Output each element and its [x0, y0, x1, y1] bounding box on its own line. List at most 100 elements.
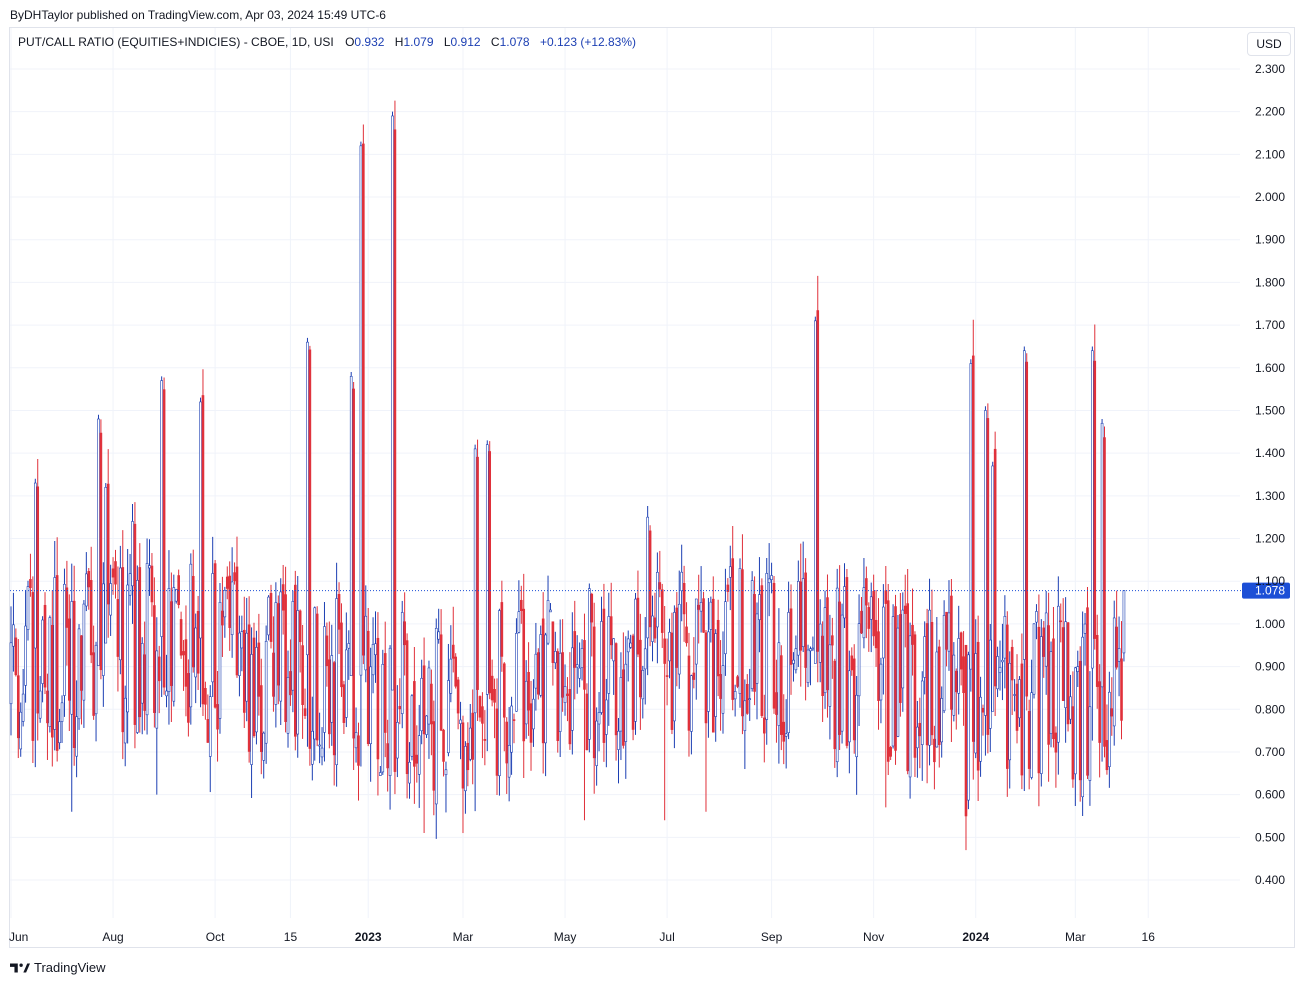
candle-body — [1023, 350, 1026, 660]
candle-up — [901, 592, 905, 712]
candle-down — [221, 576, 224, 657]
footer: TradingView — [10, 960, 106, 975]
candle-body — [600, 621, 603, 713]
candle-body — [833, 660, 837, 750]
candle-body — [947, 612, 951, 652]
candle-body — [218, 602, 222, 719]
candle-body — [794, 648, 798, 671]
y-tick-label: 1.900 — [1255, 233, 1285, 247]
candle-up — [792, 652, 795, 682]
candle-body — [257, 642, 261, 697]
candle-down — [903, 574, 907, 648]
candle-body — [323, 626, 326, 733]
candle-body — [102, 583, 105, 676]
tradingview-logo-icon[interactable] — [10, 962, 30, 974]
candle-body — [194, 627, 197, 678]
candle-down — [1052, 607, 1055, 748]
candle-body — [153, 605, 156, 713]
candle-down — [235, 536, 239, 678]
candle-body — [578, 667, 581, 679]
candle-body — [1083, 623, 1087, 634]
legend-symbol[interactable]: PUT/CALL RATIO (EQUITIES+INDICIES) - CBO… — [18, 35, 334, 49]
candle-down — [405, 633, 409, 799]
currency-button[interactable]: USD — [1247, 32, 1291, 56]
candle-up — [148, 539, 151, 596]
candle-down — [906, 569, 909, 775]
candle-up — [400, 600, 404, 729]
candle-up — [984, 406, 987, 756]
candle-body — [262, 732, 266, 761]
candle-body — [1100, 422, 1104, 688]
candle-down — [328, 621, 331, 749]
candle-down — [114, 549, 117, 599]
candle-up — [619, 652, 623, 761]
candle-body — [709, 601, 713, 630]
candle-body — [182, 651, 185, 656]
candle-down — [726, 578, 730, 602]
candle-up — [624, 636, 628, 779]
candle-body — [527, 671, 530, 711]
candle-body — [109, 583, 112, 616]
candle-down — [762, 694, 766, 763]
candle-body — [199, 401, 202, 639]
candle-up — [296, 575, 300, 758]
last-price-line: 1.078 — [10, 582, 1290, 599]
candle-body — [544, 634, 547, 744]
candle-up — [857, 594, 861, 727]
y-tick-label: 1.600 — [1255, 361, 1285, 375]
candle-body — [704, 632, 708, 724]
y-tick-label: 0.900 — [1255, 660, 1285, 674]
candle-up — [828, 614, 832, 740]
candle-body — [597, 712, 601, 725]
candle-up — [969, 359, 973, 692]
candle-body — [223, 590, 227, 618]
chart-frame[interactable] — [9, 27, 1295, 948]
candle-body — [663, 638, 666, 664]
candle-down — [692, 637, 696, 689]
x-axis[interactable]: Jun Aug Oct 15 2023 Mar May Jul Sep Nov 2024 Mar 16 — [9, 930, 1155, 944]
candle-down — [182, 640, 185, 691]
y-tick-label: 0.800 — [1255, 702, 1285, 716]
candle-up — [208, 685, 212, 793]
candle-down — [157, 645, 161, 714]
candle-body — [211, 573, 214, 683]
candle-down — [561, 619, 564, 712]
legend-high-value: 1.079 — [403, 35, 434, 49]
candle-body — [554, 650, 557, 664]
candle-body — [413, 681, 416, 767]
candle-body — [571, 647, 574, 731]
candle-body — [1108, 691, 1111, 767]
candle-body — [306, 341, 309, 656]
candle-body — [1093, 360, 1097, 639]
candle-down — [162, 377, 166, 695]
candle-body — [19, 711, 23, 750]
candle-up — [473, 444, 477, 812]
candle-body — [673, 612, 676, 722]
candle-down — [850, 647, 854, 676]
candle-up — [70, 563, 74, 812]
footer-brand[interactable]: TradingView — [34, 960, 106, 975]
candle-down — [971, 319, 975, 780]
candle-body — [369, 666, 372, 744]
candle-down — [687, 632, 691, 757]
candle-body — [658, 582, 662, 590]
candle-body — [787, 612, 790, 733]
candle-up — [126, 549, 129, 744]
candle-down — [257, 613, 261, 716]
candle-up — [189, 553, 193, 725]
candle-body — [87, 571, 91, 588]
candle-body — [891, 616, 895, 747]
candle-up — [677, 570, 681, 689]
candle-down — [831, 617, 834, 679]
legend-low-value: 0.912 — [450, 35, 481, 49]
y-tick-label: 0.400 — [1255, 873, 1285, 887]
y-axis[interactable]: 2.300 2.200 2.100 2.000 1.900 1.800 1.700 1.600… — [1255, 62, 1285, 887]
candle-down — [1025, 353, 1029, 711]
candle-up — [335, 562, 338, 787]
candle-down — [745, 674, 749, 715]
candle-up — [1091, 346, 1094, 741]
candle-down — [872, 574, 875, 646]
candle-body — [1015, 683, 1019, 731]
candle-body — [930, 622, 934, 736]
